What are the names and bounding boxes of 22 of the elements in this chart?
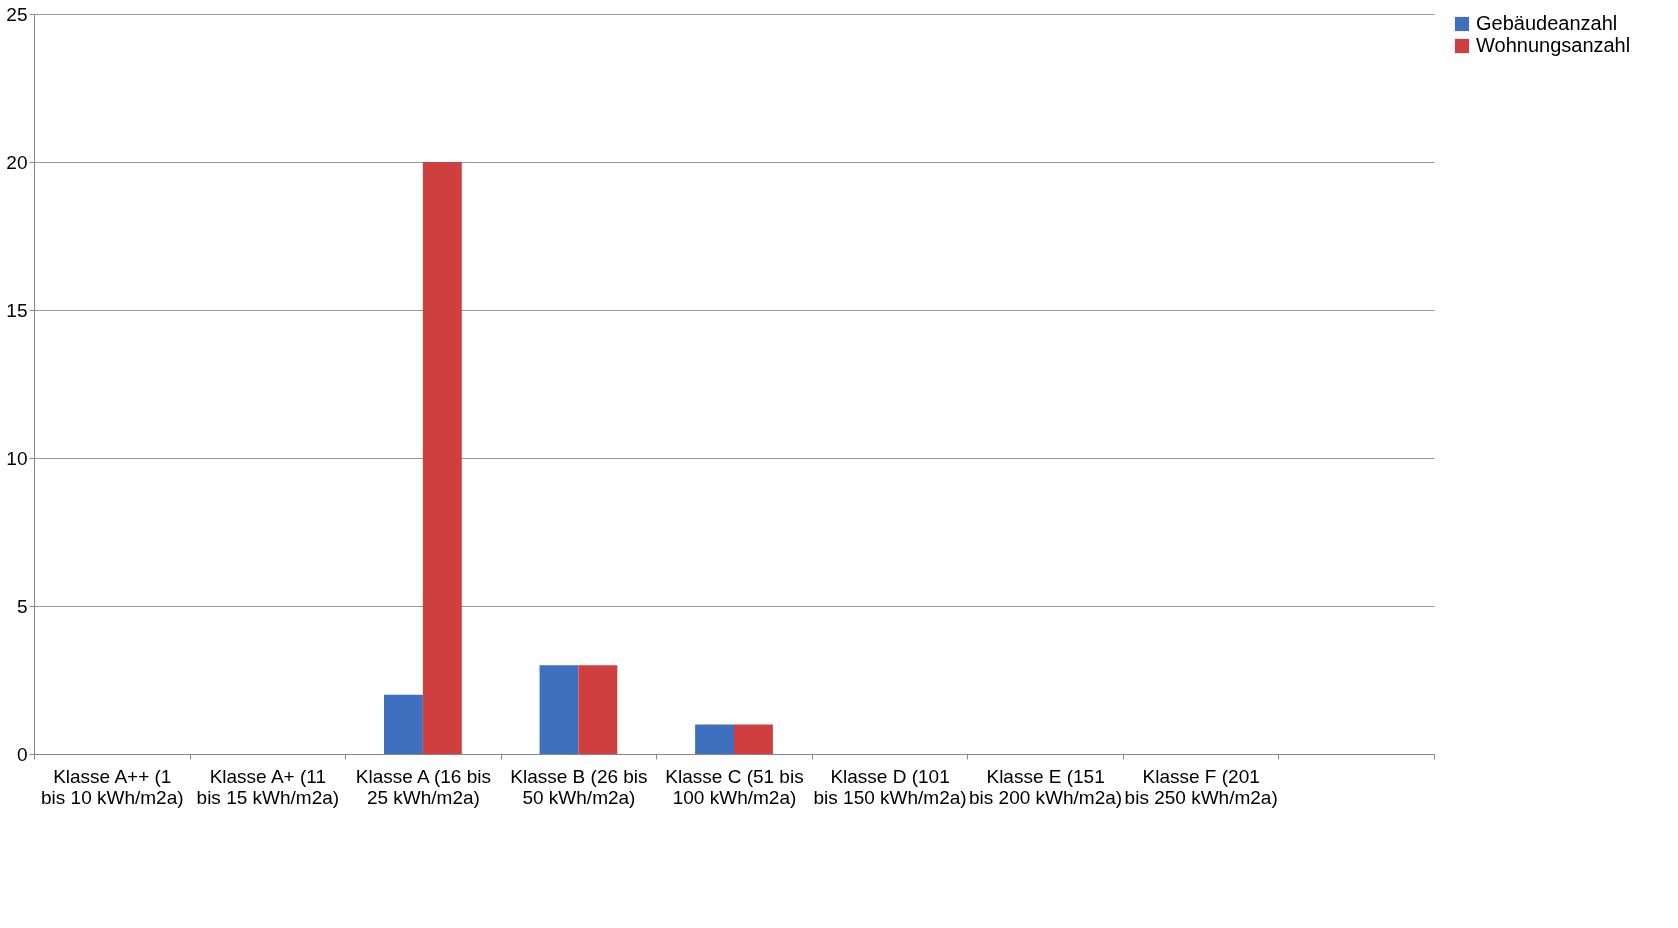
x-tick-label: Klasse E (151 bis 200 kWh/m2a) [969, 765, 1123, 808]
legend-label: Gebäudeanzahl [1476, 12, 1618, 34]
x-tick-label: Klasse D (101 bis 150 kWh/m2a) [813, 765, 967, 808]
x-tick-label: Klasse A++ (1 bis 10 kWh/m2a) [41, 765, 184, 808]
bar [578, 665, 618, 754]
x-tick-label: Klasse A (16 bis 25 kWh/m2a) [355, 765, 491, 808]
x-tick-label: Klasse A+ (11 bis 15 kWh/m2a) [196, 765, 340, 808]
y-tick-label: 25 [6, 3, 28, 25]
y-tick-label: 20 [6, 151, 28, 173]
x-tick-label: Klasse C (51 bis 100 kWh/m2a) [665, 765, 804, 808]
y-tick-label: 5 [16, 595, 28, 617]
bar [422, 162, 462, 754]
x-tick-label: Klasse F (201 bis 250 kWh/m2a) [1124, 765, 1278, 808]
y-tick-label: 15 [6, 299, 28, 321]
bar [384, 694, 423, 754]
legend-label: Wohnungsanzahl [1476, 34, 1631, 56]
bar [734, 724, 773, 754]
bar [539, 665, 579, 754]
x-tick-label: Klasse B (26 bis 50 kWh/m2a) [510, 765, 648, 808]
y-tick-label: 10 [6, 447, 28, 469]
y-tick-label: 0 [16, 743, 28, 765]
bar [695, 724, 734, 754]
